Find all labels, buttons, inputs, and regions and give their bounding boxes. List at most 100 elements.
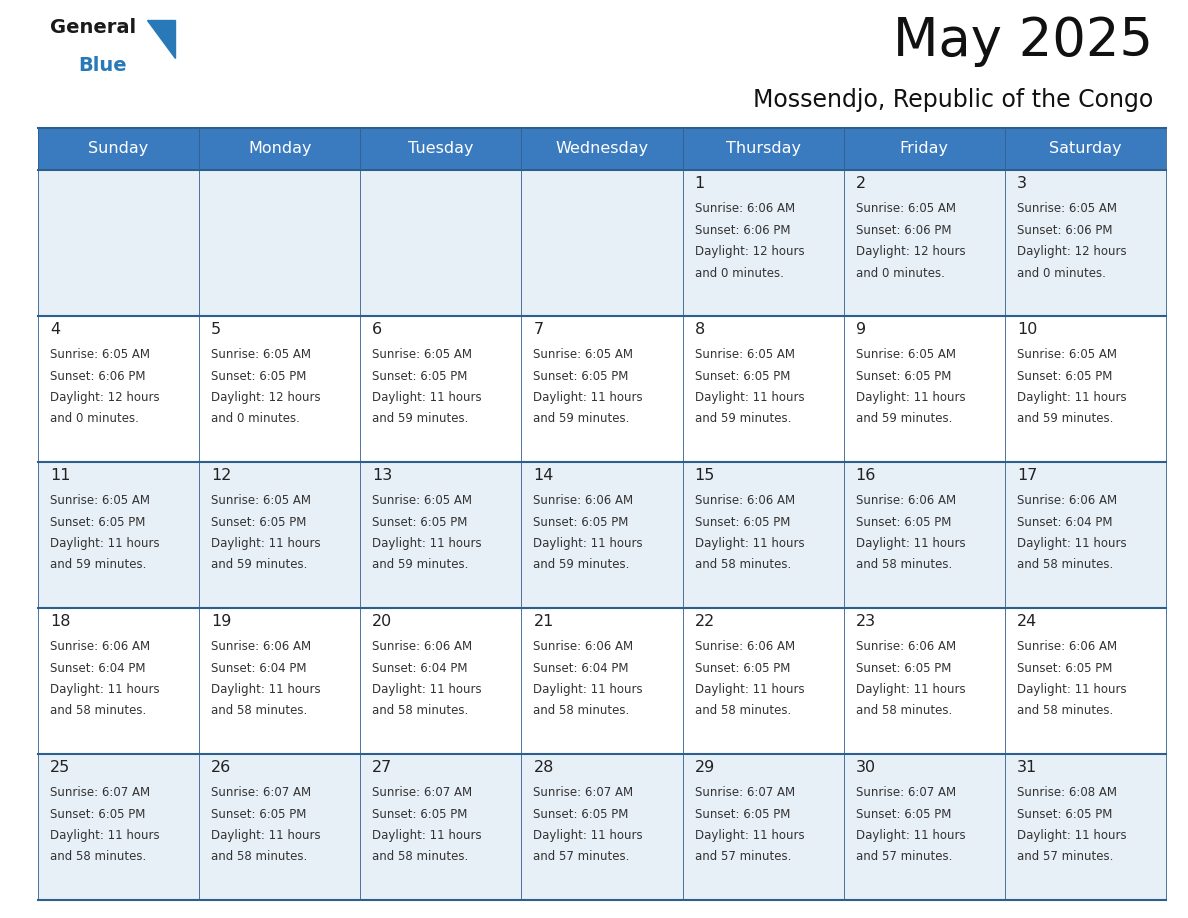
Text: and 0 minutes.: and 0 minutes.	[211, 412, 301, 426]
FancyBboxPatch shape	[1005, 754, 1165, 900]
Text: Daylight: 11 hours: Daylight: 11 hours	[695, 537, 804, 550]
Text: Sunset: 6:04 PM: Sunset: 6:04 PM	[372, 662, 468, 675]
FancyBboxPatch shape	[38, 754, 200, 900]
FancyBboxPatch shape	[200, 608, 360, 754]
Text: Sunset: 6:05 PM: Sunset: 6:05 PM	[695, 662, 790, 675]
Text: 20: 20	[372, 614, 392, 629]
Text: and 58 minutes.: and 58 minutes.	[50, 850, 146, 864]
FancyBboxPatch shape	[200, 128, 360, 170]
Text: Sunset: 6:05 PM: Sunset: 6:05 PM	[211, 370, 307, 383]
Text: Sunrise: 6:05 AM: Sunrise: 6:05 AM	[211, 494, 311, 507]
Text: and 58 minutes.: and 58 minutes.	[855, 558, 952, 572]
FancyBboxPatch shape	[360, 170, 522, 316]
Text: 13: 13	[372, 468, 392, 483]
Text: and 58 minutes.: and 58 minutes.	[695, 704, 791, 718]
FancyBboxPatch shape	[1005, 608, 1165, 754]
FancyBboxPatch shape	[522, 316, 683, 462]
Text: Sunrise: 6:05 AM: Sunrise: 6:05 AM	[372, 348, 473, 361]
FancyBboxPatch shape	[843, 128, 1005, 170]
Text: Daylight: 11 hours: Daylight: 11 hours	[372, 537, 482, 550]
Text: Sunset: 6:05 PM: Sunset: 6:05 PM	[855, 662, 952, 675]
Text: 24: 24	[1017, 614, 1037, 629]
Text: 15: 15	[695, 468, 715, 483]
Text: and 58 minutes.: and 58 minutes.	[1017, 704, 1113, 718]
Text: and 58 minutes.: and 58 minutes.	[211, 850, 308, 864]
FancyBboxPatch shape	[1005, 170, 1165, 316]
Text: and 59 minutes.: and 59 minutes.	[695, 412, 791, 426]
Text: Sunset: 6:05 PM: Sunset: 6:05 PM	[695, 370, 790, 383]
FancyBboxPatch shape	[522, 608, 683, 754]
FancyBboxPatch shape	[843, 170, 1005, 316]
Text: Sunrise: 6:06 AM: Sunrise: 6:06 AM	[1017, 494, 1117, 507]
Text: Sunset: 6:04 PM: Sunset: 6:04 PM	[533, 662, 628, 675]
Text: Sunrise: 6:08 AM: Sunrise: 6:08 AM	[1017, 786, 1117, 799]
Text: Sunrise: 6:05 AM: Sunrise: 6:05 AM	[1017, 202, 1117, 215]
Text: Sunset: 6:05 PM: Sunset: 6:05 PM	[50, 516, 145, 529]
FancyBboxPatch shape	[843, 462, 1005, 608]
Text: Sunset: 6:05 PM: Sunset: 6:05 PM	[695, 516, 790, 529]
Text: Daylight: 12 hours: Daylight: 12 hours	[695, 245, 804, 258]
Text: Wednesday: Wednesday	[556, 141, 649, 156]
Text: Daylight: 11 hours: Daylight: 11 hours	[855, 683, 966, 696]
Text: Daylight: 11 hours: Daylight: 11 hours	[855, 537, 966, 550]
Text: and 58 minutes.: and 58 minutes.	[695, 558, 791, 572]
Text: Daylight: 11 hours: Daylight: 11 hours	[372, 683, 482, 696]
Text: and 59 minutes.: and 59 minutes.	[533, 412, 630, 426]
Text: Sunrise: 6:06 AM: Sunrise: 6:06 AM	[533, 640, 633, 653]
Text: Sunrise: 6:05 AM: Sunrise: 6:05 AM	[855, 348, 955, 361]
FancyBboxPatch shape	[1005, 128, 1165, 170]
Text: Sunrise: 6:05 AM: Sunrise: 6:05 AM	[533, 348, 633, 361]
FancyBboxPatch shape	[38, 316, 200, 462]
Text: Sunrise: 6:05 AM: Sunrise: 6:05 AM	[372, 494, 473, 507]
Text: and 58 minutes.: and 58 minutes.	[372, 850, 468, 864]
Text: 23: 23	[855, 614, 876, 629]
Text: 21: 21	[533, 614, 554, 629]
Text: Daylight: 11 hours: Daylight: 11 hours	[1017, 683, 1126, 696]
Text: and 58 minutes.: and 58 minutes.	[533, 704, 630, 718]
FancyBboxPatch shape	[200, 170, 360, 316]
FancyBboxPatch shape	[38, 128, 200, 170]
Text: Sunset: 6:05 PM: Sunset: 6:05 PM	[855, 370, 952, 383]
Text: Friday: Friday	[899, 141, 949, 156]
Polygon shape	[147, 20, 175, 58]
Text: and 57 minutes.: and 57 minutes.	[695, 850, 791, 864]
Text: 11: 11	[50, 468, 70, 483]
Text: Daylight: 11 hours: Daylight: 11 hours	[533, 391, 643, 404]
Text: and 0 minutes.: and 0 minutes.	[50, 412, 139, 426]
Text: and 59 minutes.: and 59 minutes.	[50, 558, 146, 572]
Text: Daylight: 11 hours: Daylight: 11 hours	[50, 537, 159, 550]
Text: Sunset: 6:05 PM: Sunset: 6:05 PM	[50, 808, 145, 821]
FancyBboxPatch shape	[360, 128, 522, 170]
Text: 22: 22	[695, 614, 715, 629]
Text: 12: 12	[211, 468, 232, 483]
Text: Sunrise: 6:06 AM: Sunrise: 6:06 AM	[695, 202, 795, 215]
Text: Mossendjo, Republic of the Congo: Mossendjo, Republic of the Congo	[753, 88, 1154, 112]
Text: Sunrise: 6:07 AM: Sunrise: 6:07 AM	[50, 786, 150, 799]
FancyBboxPatch shape	[683, 128, 843, 170]
Text: Sunrise: 6:06 AM: Sunrise: 6:06 AM	[1017, 640, 1117, 653]
Text: Daylight: 11 hours: Daylight: 11 hours	[695, 683, 804, 696]
Text: Daylight: 11 hours: Daylight: 11 hours	[1017, 537, 1126, 550]
Text: Sunrise: 6:06 AM: Sunrise: 6:06 AM	[372, 640, 473, 653]
Text: Sunrise: 6:05 AM: Sunrise: 6:05 AM	[50, 348, 150, 361]
Text: 6: 6	[372, 322, 383, 337]
FancyBboxPatch shape	[683, 462, 843, 608]
Text: Sunset: 6:05 PM: Sunset: 6:05 PM	[533, 808, 628, 821]
Text: Sunrise: 6:07 AM: Sunrise: 6:07 AM	[695, 786, 795, 799]
Text: Sunset: 6:05 PM: Sunset: 6:05 PM	[533, 516, 628, 529]
Text: 1: 1	[695, 176, 704, 191]
Text: Sunset: 6:05 PM: Sunset: 6:05 PM	[695, 808, 790, 821]
Text: Monday: Monday	[248, 141, 311, 156]
Text: and 57 minutes.: and 57 minutes.	[533, 850, 630, 864]
Text: Sunset: 6:05 PM: Sunset: 6:05 PM	[211, 516, 307, 529]
Text: Sunrise: 6:05 AM: Sunrise: 6:05 AM	[855, 202, 955, 215]
Text: Sunset: 6:06 PM: Sunset: 6:06 PM	[50, 370, 145, 383]
FancyBboxPatch shape	[522, 754, 683, 900]
Text: Sunrise: 6:05 AM: Sunrise: 6:05 AM	[695, 348, 795, 361]
Text: Sunset: 6:05 PM: Sunset: 6:05 PM	[855, 516, 952, 529]
Text: and 58 minutes.: and 58 minutes.	[50, 704, 146, 718]
Text: Sunset: 6:06 PM: Sunset: 6:06 PM	[695, 223, 790, 237]
Text: 3: 3	[1017, 176, 1026, 191]
Text: Sunset: 6:05 PM: Sunset: 6:05 PM	[211, 808, 307, 821]
Text: Sunset: 6:04 PM: Sunset: 6:04 PM	[211, 662, 307, 675]
